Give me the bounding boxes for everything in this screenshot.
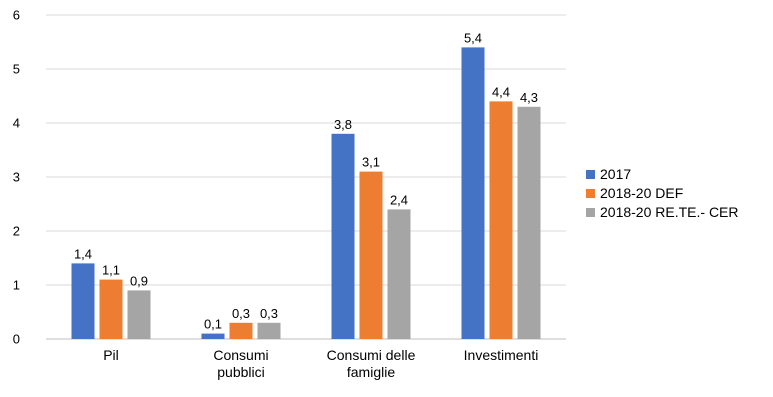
bars <box>71 47 541 340</box>
data-label: 0,9 <box>130 273 148 288</box>
y-tick-label: 6 <box>13 8 20 23</box>
y-tick-label: 1 <box>13 278 20 293</box>
data-label: 0,3 <box>232 306 250 321</box>
bar-3-4 <box>517 106 541 339</box>
bar-1-1 <box>71 263 95 339</box>
y-tick-label: 3 <box>13 170 20 185</box>
legend-label: 2018-20 RE.TE.- CER <box>600 204 739 220</box>
data-label: 1,1 <box>102 263 120 278</box>
bar-3-3 <box>387 209 411 339</box>
data-label: 2,4 <box>390 192 408 207</box>
bar-2-3 <box>359 171 383 339</box>
x-tick-label: Consumi delle <box>327 347 416 363</box>
x-tick-label: pubblici <box>217 364 264 380</box>
legend: 2017 2018-20 DEF 2018-20 RE.TE.- CER <box>586 166 739 220</box>
bar-1-2 <box>201 333 225 339</box>
bar-2-2 <box>229 322 253 339</box>
legend-swatch <box>586 208 595 217</box>
bar-2-1 <box>99 279 123 339</box>
legend-label: 2017 <box>600 166 631 182</box>
data-label: 0,1 <box>204 317 222 332</box>
data-label: 5,4 <box>464 30 482 45</box>
x-tick-label: Investimenti <box>464 347 539 363</box>
bar-1-4 <box>461 47 485 340</box>
legend-swatch <box>586 189 595 198</box>
y-tick-label: 4 <box>13 116 20 131</box>
data-label: 0,3 <box>260 306 278 321</box>
x-tick-label: famiglie <box>347 364 395 380</box>
y-tick-label: 2 <box>13 224 20 239</box>
data-label: 4,4 <box>492 84 510 99</box>
y-tick-label: 0 <box>13 332 20 347</box>
data-label: 1,4 <box>74 246 92 261</box>
bar-1-3 <box>331 133 355 339</box>
y-tick-label: 5 <box>13 62 20 77</box>
data-label: 3,1 <box>362 155 380 170</box>
bar-3-1 <box>127 290 151 339</box>
x-tick-label: Consumi <box>213 347 268 363</box>
data-labels: 1,4 1,1 0,9 0,1 0,3 0,3 3,8 3,1 2,4 5,4 4,4 4,3 <box>74 30 538 331</box>
bar-3-2 <box>257 322 281 339</box>
data-label: 4,3 <box>520 90 538 105</box>
data-label: 3,8 <box>334 117 352 132</box>
legend-swatch <box>586 170 595 179</box>
x-tick-label: Pil <box>103 347 119 363</box>
legend-label: 2018-20 DEF <box>600 185 683 201</box>
bar-2-4 <box>489 101 513 340</box>
gridlines <box>46 14 566 286</box>
